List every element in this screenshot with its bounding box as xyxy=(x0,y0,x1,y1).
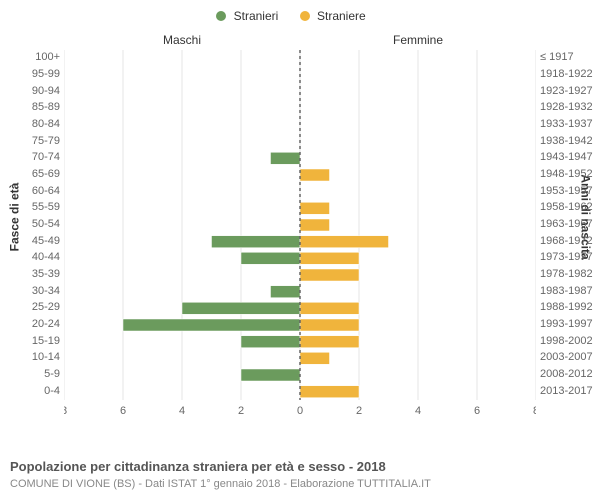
x-tick-label: 4 xyxy=(415,405,421,417)
age-label: 20-24 xyxy=(32,318,60,330)
x-tick-label: 8 xyxy=(64,405,67,417)
age-label: 65-69 xyxy=(32,168,60,180)
birth-year-label: 1993-1997 xyxy=(540,318,593,330)
age-label: 80-84 xyxy=(32,118,60,130)
bar-male xyxy=(182,302,300,314)
birth-year-label: 1958-1962 xyxy=(540,201,593,213)
age-label: 95-99 xyxy=(32,68,60,80)
age-label: 0-4 xyxy=(44,385,60,397)
bar-male xyxy=(241,336,300,348)
age-label: 100+ xyxy=(35,51,60,63)
bar-female xyxy=(300,302,359,314)
plot-area: Maschi Femmine 8 6 4 2 0 2 4 6 8 xyxy=(64,32,536,430)
birth-year-label: 1918-1922 xyxy=(540,68,593,80)
birth-year-label: 1948-1952 xyxy=(540,168,593,180)
legend-swatch-female xyxy=(300,11,310,21)
age-label: 5-9 xyxy=(44,368,60,380)
bar-female xyxy=(300,202,330,214)
age-label: 45-49 xyxy=(32,235,60,247)
age-label: 25-29 xyxy=(32,301,60,313)
bar-male xyxy=(271,152,301,164)
bar-female xyxy=(300,219,330,231)
age-label: 50-54 xyxy=(32,218,60,230)
birth-year-label: 1968-1972 xyxy=(540,235,593,247)
birth-year-label: 1943-1947 xyxy=(540,151,593,163)
chart-title: Popolazione per cittadinanza straniera p… xyxy=(10,459,386,474)
x-tick-label: 8 xyxy=(533,405,536,417)
birth-year-label: 1998-2002 xyxy=(540,335,593,347)
x-tick-label: 2 xyxy=(238,405,244,417)
bar-male xyxy=(123,319,300,331)
y-left-axis-title: Fasce di età xyxy=(7,183,21,252)
birth-year-label: 1988-1992 xyxy=(540,301,593,313)
bar-male xyxy=(212,236,301,248)
birth-year-label: 1963-1967 xyxy=(540,218,593,230)
legend-label-male: Stranieri xyxy=(234,9,279,23)
bar-female xyxy=(300,319,359,331)
age-label: 55-59 xyxy=(32,201,60,213)
birth-year-label: 1978-1982 xyxy=(540,268,593,280)
bar-male xyxy=(271,286,301,298)
age-label: 85-89 xyxy=(32,101,60,113)
age-label: 90-94 xyxy=(32,85,60,97)
x-tick-label: 0 xyxy=(297,405,303,417)
bar-female xyxy=(300,169,330,181)
bar-female xyxy=(300,386,359,398)
bar-female xyxy=(300,352,330,364)
bar-male xyxy=(241,252,300,264)
pyramid-svg: Maschi Femmine 8 6 4 2 0 2 4 6 8 xyxy=(64,32,536,430)
birth-year-label: 1928-1932 xyxy=(540,101,593,113)
x-tick-label: 2 xyxy=(356,405,362,417)
bar-male xyxy=(241,369,300,381)
x-tick-label: 6 xyxy=(120,405,126,417)
age-label: 35-39 xyxy=(32,268,60,280)
chart-container: Stranieri Straniere Fasce di età Anni di… xyxy=(0,0,600,500)
age-label: 30-34 xyxy=(32,285,60,297)
age-label: 40-44 xyxy=(32,251,60,263)
birth-year-label: 1953-1957 xyxy=(540,185,593,197)
birth-year-label: 2008-2012 xyxy=(540,368,593,380)
legend-swatch-male xyxy=(216,11,226,21)
x-tick-label: 6 xyxy=(474,405,480,417)
birth-year-label: 2013-2017 xyxy=(540,385,593,397)
legend-label-female: Straniere xyxy=(317,9,366,23)
age-label: 15-19 xyxy=(32,335,60,347)
birth-year-label: 1983-1987 xyxy=(540,285,593,297)
header-right: Femmine xyxy=(393,33,443,47)
age-label: 70-74 xyxy=(32,151,60,163)
age-label: 75-79 xyxy=(32,135,60,147)
bar-female xyxy=(300,269,359,281)
birth-year-label: 1933-1937 xyxy=(540,118,593,130)
age-label: 60-64 xyxy=(32,185,60,197)
age-label: 10-14 xyxy=(32,351,60,363)
birth-year-label: 1938-1942 xyxy=(540,135,593,147)
chart-subtitle: COMUNE DI VIONE (BS) - Dati ISTAT 1° gen… xyxy=(10,478,431,490)
birth-year-label: 1973-1977 xyxy=(540,251,593,263)
legend: Stranieri Straniere xyxy=(0,8,600,23)
bar-female xyxy=(300,252,359,264)
x-tick-label: 4 xyxy=(179,405,185,417)
birth-year-label: 2003-2007 xyxy=(540,351,593,363)
bar-female xyxy=(300,336,359,348)
header-left: Maschi xyxy=(163,33,201,47)
birth-year-label: ≤ 1917 xyxy=(540,51,574,63)
birth-year-label: 1923-1927 xyxy=(540,85,593,97)
bar-female xyxy=(300,236,389,248)
